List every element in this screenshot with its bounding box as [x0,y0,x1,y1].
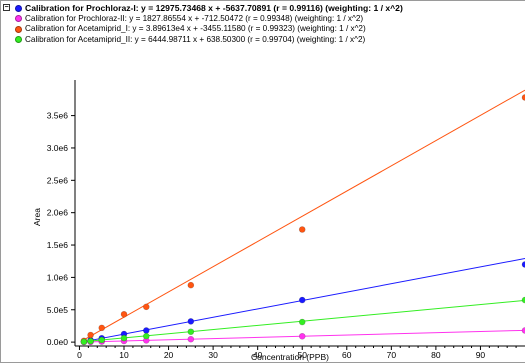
x-tick-label: 40 [253,350,263,360]
x-axis-label: Concentration (PPB) [251,352,329,362]
y-tick-label: 1.5e6 [47,240,69,250]
legend-entry-prochloraz-2[interactable]: Calibration for Prochloraz-II: y = 1827.… [3,14,523,25]
calibration-point-3 [98,324,106,332]
calibration-point-1 [298,296,306,304]
x-tick-label: 60 [342,350,352,360]
y-axis-label: Area [32,208,42,226]
y-tick-label: 0.0e0 [47,337,69,347]
calibration-point-4 [521,296,525,304]
x-tick-label: 10 [119,350,129,360]
x-tick-label: 80 [431,350,441,360]
calibration-point-3 [120,310,128,318]
legend-marker-prochloraz-1 [15,4,22,12]
calibration-point-2 [187,335,195,343]
calibration-point-3 [142,303,150,311]
calibration-point-4 [98,336,106,344]
y-tick-label: 2.0e6 [47,208,69,218]
calibration-point-4 [80,338,88,346]
legend-entry-acetamiprid-2[interactable]: Calibration for Acetamiprid_II: y = 6444… [3,35,523,46]
x-tick-label: 30 [208,350,218,360]
calibration-point-3 [187,281,195,289]
y-tick-label: 5.0e5 [47,305,69,315]
legend-marker-acetamiprid-2 [15,36,22,43]
y-tick-label: 3.0e6 [47,143,69,153]
calibration-point-4 [298,318,306,326]
legend-entry-prochloraz-1[interactable]: − Calibration for Prochloraz-I: y = 1297… [3,3,523,14]
x-tick-label: 20 [164,350,174,360]
calibration-point-4 [187,328,195,336]
legend-label-acetamiprid-1: Calibration for Acetamiprid_I: y = 3.896… [25,24,366,33]
series-layer [80,89,525,346]
calibration-point-3 [521,94,525,101]
calibration-legend: − Calibration for Prochloraz-I: y = 1297… [3,3,523,45]
legend-entry-acetamiprid-1[interactable]: Calibration for Acetamiprid_I: y = 3.896… [3,24,523,35]
calibration-point-3 [87,331,94,339]
calibration-point-2 [298,332,306,340]
y-tick-label: 2.5e6 [47,175,69,185]
legend-label-prochloraz-1: Calibration for Prochloraz-I: y = 12975.… [25,3,403,13]
calibration-point-4 [142,332,150,340]
calibration-point-4 [120,334,128,342]
legend-label-prochloraz-2: Calibration for Prochloraz-II: y = 1827.… [25,13,364,23]
legend-label-acetamiprid-2: Calibration for Acetamiprid_II: y = 6444… [25,34,366,44]
calibration-point-1 [521,261,525,268]
calibration-point-2 [521,327,525,334]
legend-marker-prochloraz-2 [15,15,22,22]
y-tick-label: 1.0e6 [47,272,69,282]
calibration-fit-line-3 [81,89,525,342]
calibration-point-1 [142,327,150,334]
x-tick-label: 50 [297,350,307,360]
x-tick-label: 90 [476,350,486,360]
collapse-toggle-button[interactable]: − [3,4,10,11]
x-tick-label: 70 [387,350,397,360]
calibration-point-1 [187,318,195,325]
y-tick-label: 3.5e6 [47,111,69,121]
x-tick-label: 0 [77,350,82,360]
legend-marker-acetamiprid-1 [15,25,22,33]
calibration-point-3 [298,226,306,233]
calibration-point-4 [87,337,94,345]
